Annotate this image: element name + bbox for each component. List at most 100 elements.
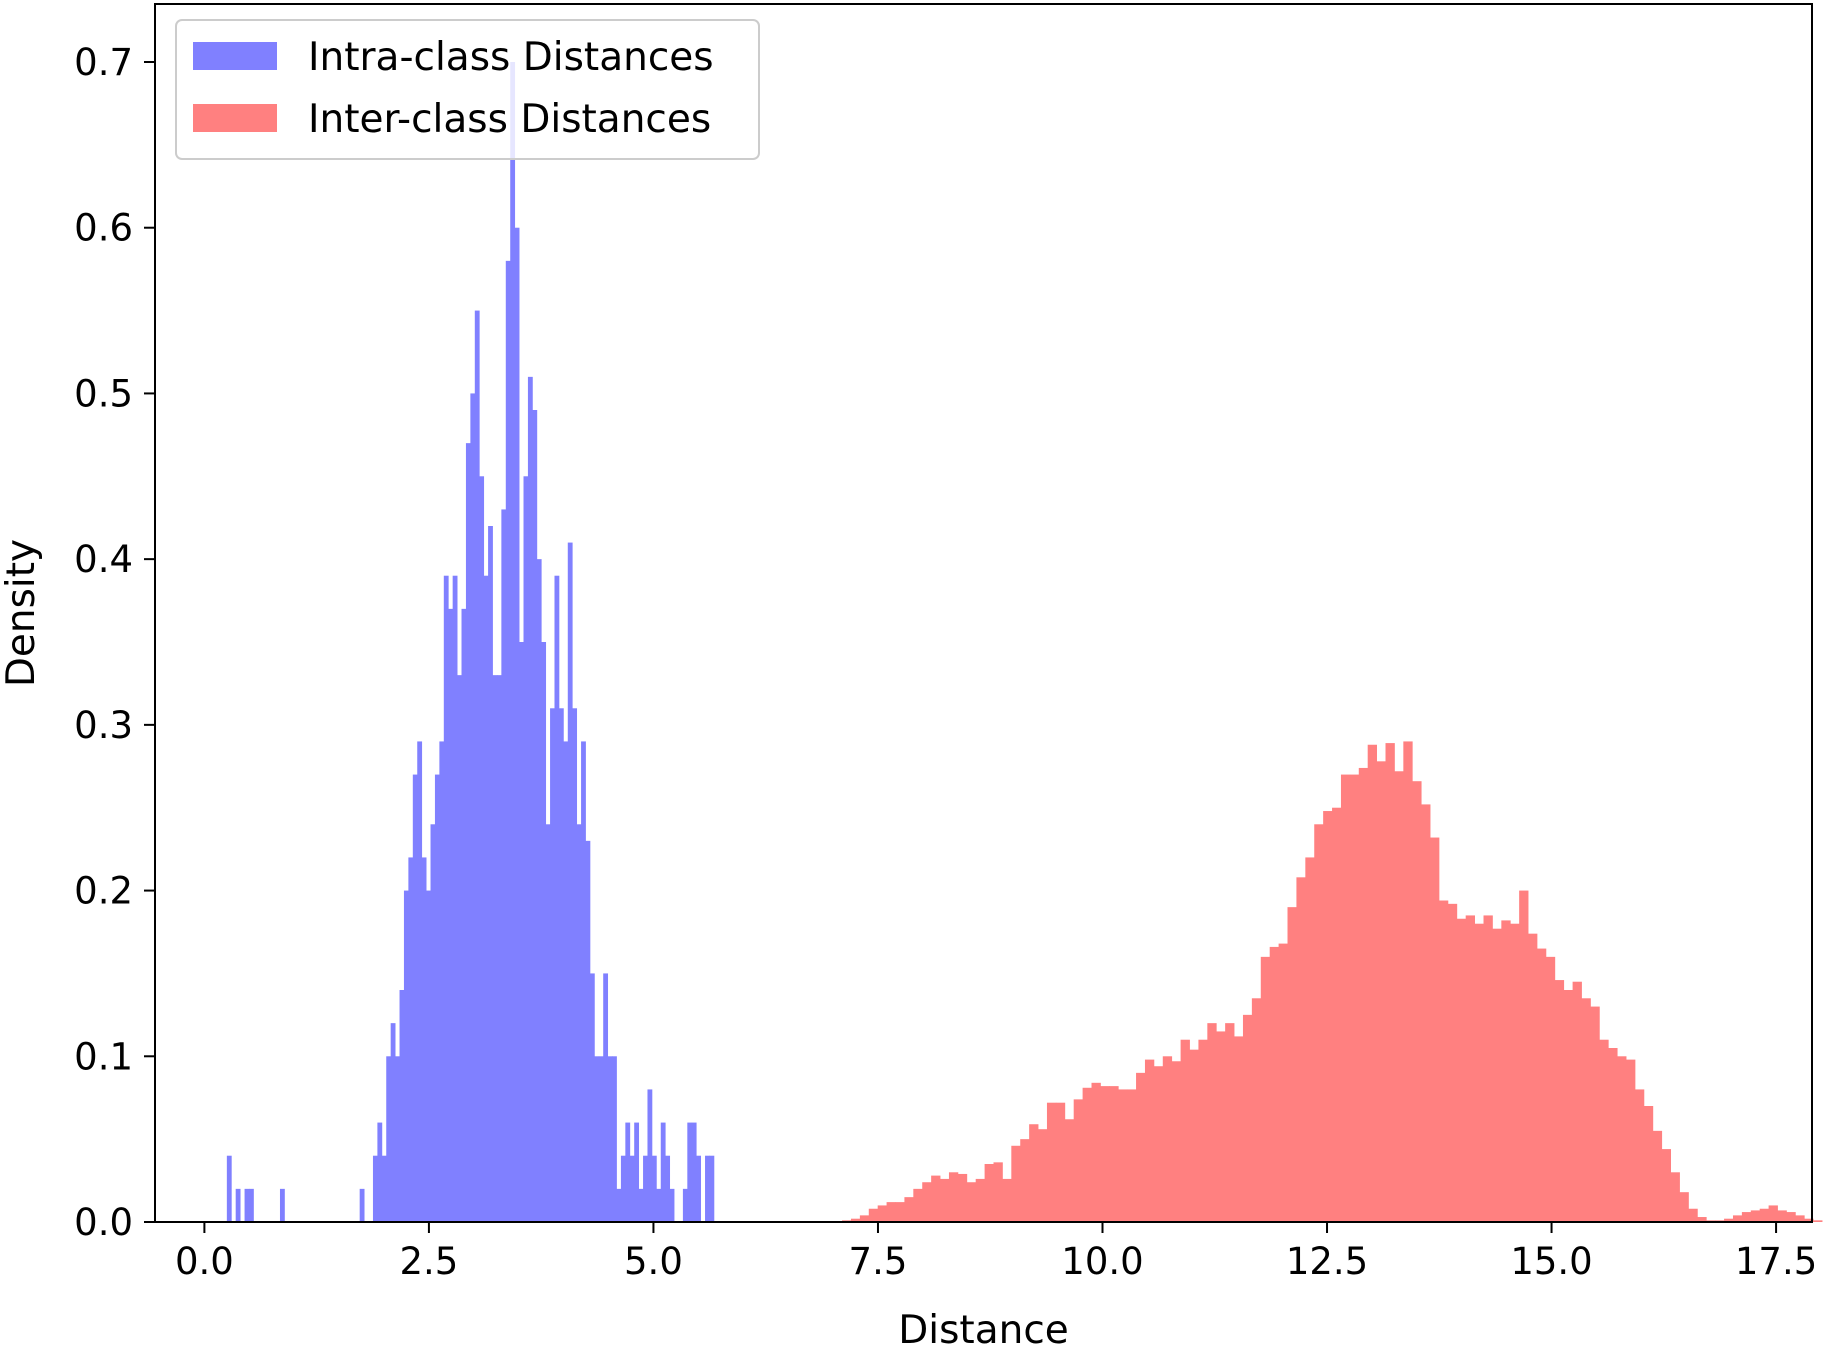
x-tick-label: 15.0 bbox=[1510, 1240, 1592, 1283]
histogram-bar-inter bbox=[1528, 933, 1538, 1222]
histogram-bar-intra bbox=[470, 393, 476, 1222]
histogram-bar-intra bbox=[226, 1155, 232, 1222]
histogram-bar-intra bbox=[665, 1155, 671, 1222]
histogram-bar-intra bbox=[616, 1188, 622, 1222]
histogram-bar-intra bbox=[496, 675, 502, 1222]
histogram-bar-intra bbox=[279, 1188, 285, 1222]
histogram-bar-intra bbox=[572, 708, 578, 1222]
histogram-bar-inter bbox=[1002, 1178, 1012, 1222]
histogram-bar-intra bbox=[638, 1188, 644, 1222]
histogram-bar-inter bbox=[1510, 923, 1520, 1222]
histogram-bar-inter bbox=[1519, 890, 1529, 1222]
histogram-bar-inter bbox=[1180, 1039, 1190, 1222]
histogram-bar-inter bbox=[1189, 1049, 1199, 1222]
histogram-bar-inter bbox=[1804, 1218, 1814, 1222]
histogram-bar-inter bbox=[1572, 981, 1582, 1222]
y-tick-label: 0.0 bbox=[74, 1201, 133, 1244]
histogram-bar-intra bbox=[426, 890, 431, 1222]
histogram-bar-inter bbox=[1688, 1208, 1698, 1222]
histogram-bar-inter bbox=[1634, 1089, 1645, 1222]
histogram-bar-inter bbox=[1198, 1039, 1208, 1222]
histogram-bar-intra bbox=[585, 840, 591, 1222]
histogram-bar-intra bbox=[235, 1188, 241, 1222]
histogram-bar-intra bbox=[607, 1056, 613, 1222]
histogram-bar-intra bbox=[381, 1155, 387, 1222]
histogram-bar-intra bbox=[647, 1089, 653, 1222]
histogram-bar-intra bbox=[372, 1155, 378, 1222]
histogram-bar-inter bbox=[1581, 998, 1591, 1222]
histogram-bar-inter bbox=[1795, 1215, 1805, 1222]
histogram-bar-intra bbox=[412, 774, 418, 1222]
histogram-bar-inter bbox=[859, 1215, 870, 1222]
histogram-bar-intra bbox=[691, 1122, 697, 1222]
histogram-bar-inter bbox=[1590, 1006, 1600, 1222]
histogram-bar-intra bbox=[390, 1023, 396, 1222]
histogram-bar-inter bbox=[1768, 1205, 1778, 1222]
histogram-bar-inter bbox=[1216, 1031, 1226, 1222]
histogram-bar-intra bbox=[603, 973, 609, 1222]
histogram-bar-inter bbox=[984, 1164, 994, 1222]
histogram-bar-inter bbox=[1269, 946, 1279, 1222]
histogram-bar-inter bbox=[1278, 943, 1288, 1222]
x-axis-ticks: 0.0 2.5 5.0 7.5 10.0 12.5 15.0 17.5 bbox=[175, 1222, 1817, 1283]
x-tick-label: 7.5 bbox=[849, 1240, 908, 1283]
y-tick-label: 0.2 bbox=[74, 870, 133, 913]
histogram-bar-inter bbox=[1643, 1106, 1654, 1222]
histogram-bar-inter bbox=[1661, 1149, 1671, 1222]
histogram-bar-intra bbox=[403, 890, 409, 1222]
y-tick-label: 0.4 bbox=[74, 538, 133, 581]
y-tick-label: 0.6 bbox=[74, 207, 133, 250]
histogram-bar-inter bbox=[1430, 837, 1440, 1222]
histogram-bar-intra bbox=[505, 260, 511, 1222]
histogram-bar-intra bbox=[625, 1122, 631, 1222]
histogram-bar-inter bbox=[1786, 1212, 1796, 1222]
histogram-bar-intra bbox=[430, 824, 436, 1222]
histogram-bar-intra bbox=[656, 1188, 662, 1222]
histogram-bar-inter bbox=[904, 1197, 914, 1222]
histogram-bar-intra bbox=[541, 642, 547, 1222]
histogram-bar-intra bbox=[634, 1122, 640, 1222]
histogram-bar-inter bbox=[1750, 1210, 1761, 1222]
histogram-bar-inter bbox=[1127, 1089, 1137, 1222]
histogram-bar-intra bbox=[598, 1056, 604, 1222]
histogram-bar-inter bbox=[1055, 1102, 1066, 1222]
histogram-bar-intra bbox=[244, 1188, 250, 1222]
histogram-bar-inter bbox=[1554, 980, 1565, 1222]
legend-label-inter: Inter-class Distances bbox=[308, 97, 711, 142]
histogram-bar-intra bbox=[687, 1122, 693, 1222]
histogram-bar-intra bbox=[399, 990, 405, 1222]
histogram-bar-inter bbox=[957, 1173, 968, 1222]
histogram-bar-inter bbox=[1082, 1087, 1092, 1222]
y-tick-label: 0.7 bbox=[74, 41, 133, 84]
histogram-bar-inter bbox=[1617, 1056, 1627, 1222]
legend-swatch-inter bbox=[193, 104, 277, 132]
histogram-bar-inter bbox=[895, 1202, 905, 1222]
histogram-bar-intra bbox=[705, 1155, 710, 1222]
histogram-bar-inter bbox=[1323, 811, 1333, 1222]
histogram-bar-intra bbox=[461, 608, 467, 1222]
y-axis-ticks: 0.0 0.1 0.2 0.3 0.4 0.5 0.6 0.7 bbox=[74, 41, 155, 1244]
histogram-bar-inter bbox=[1358, 767, 1369, 1222]
histogram-bar-inter bbox=[1073, 1099, 1083, 1222]
histogram-bar-inter bbox=[1536, 948, 1547, 1222]
legend-swatch-intra bbox=[193, 42, 277, 70]
histogram-bar-inter bbox=[1340, 774, 1351, 1222]
histogram-bar-inter bbox=[1759, 1208, 1769, 1222]
histogram-bar-inter bbox=[1332, 807, 1342, 1222]
histogram-bars bbox=[226, 62, 1823, 1222]
histogram-bar-intra bbox=[501, 509, 507, 1222]
histogram-bar-inter bbox=[1563, 990, 1573, 1222]
histogram-bar-intra bbox=[563, 741, 569, 1222]
histogram-bar-inter bbox=[1412, 781, 1422, 1222]
histogram-bar-inter bbox=[1465, 915, 1475, 1222]
axes-frame bbox=[154, 3, 1813, 1223]
histogram-bar-inter bbox=[1367, 744, 1377, 1222]
histogram-bar-inter bbox=[877, 1205, 887, 1222]
histogram-bar-intra bbox=[545, 824, 551, 1222]
histogram-bar-inter bbox=[1732, 1215, 1743, 1222]
histogram-bar-intra bbox=[395, 1056, 400, 1222]
histogram-bar-inter bbox=[1064, 1119, 1075, 1222]
histogram-bar-intra bbox=[554, 575, 560, 1222]
histogram-bar-inter bbox=[1670, 1172, 1680, 1222]
histogram-bar-intra bbox=[519, 642, 524, 1222]
